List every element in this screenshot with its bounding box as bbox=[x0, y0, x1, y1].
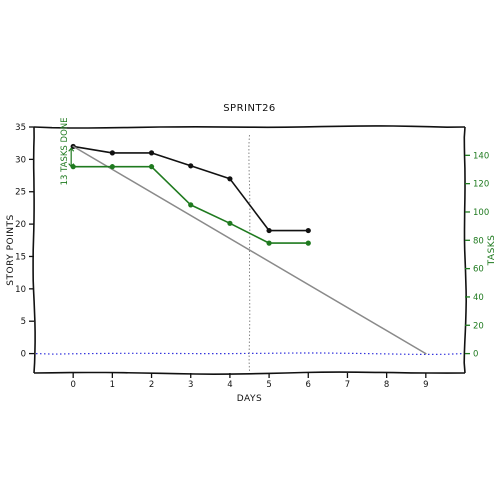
x-tick-label: 4 bbox=[227, 380, 232, 390]
y2-tick-label: 60 bbox=[473, 265, 484, 275]
data-point bbox=[227, 176, 233, 182]
y2-tick-label: 120 bbox=[473, 180, 489, 190]
x-tick-label: 7 bbox=[345, 380, 350, 390]
y-tick-label: 30 bbox=[15, 155, 26, 165]
plot-frame-top bbox=[33, 125, 466, 129]
y2-tick-label: 80 bbox=[473, 236, 484, 246]
data-point bbox=[188, 202, 194, 208]
data-point bbox=[227, 220, 233, 226]
y-axis-label: STORY POINTS bbox=[6, 214, 16, 285]
series-line bbox=[72, 145, 427, 355]
y-tick-label: 15 bbox=[15, 252, 26, 262]
annotation-arrow-top bbox=[68, 147, 75, 152]
series-line bbox=[72, 145, 310, 232]
x-tick-label: 0 bbox=[70, 380, 75, 390]
x-tick-label: 6 bbox=[306, 380, 311, 390]
y-tick-label: 20 bbox=[15, 220, 26, 230]
y2-tick-label: 40 bbox=[473, 293, 484, 303]
y2-tick-label: 100 bbox=[473, 208, 489, 218]
y-tick-label: 10 bbox=[15, 285, 26, 295]
annotation-arrow-bottom bbox=[68, 163, 75, 168]
data-point bbox=[266, 227, 272, 234]
x-tick-label: 5 bbox=[266, 380, 271, 390]
plot-frame-right bbox=[463, 126, 467, 374]
annotation-text: 13 TASKS DONE bbox=[60, 117, 70, 185]
y-tick-label: 25 bbox=[15, 188, 26, 198]
x-tick-label: 8 bbox=[384, 380, 389, 390]
x-tick-label: 3 bbox=[188, 380, 193, 390]
chart-title: SPRINT26 bbox=[223, 103, 276, 114]
x-tick-label: 1 bbox=[110, 380, 115, 390]
today-marker-line bbox=[248, 134, 251, 372]
data-point bbox=[109, 150, 115, 156]
y2-tick-label: 140 bbox=[473, 151, 489, 161]
x-axis-label: DAYS bbox=[237, 394, 262, 404]
y2-tick-label: 0 bbox=[473, 350, 478, 360]
x-tick-label: 9 bbox=[423, 380, 428, 390]
y-tick-label: 0 bbox=[21, 350, 26, 360]
data-point bbox=[148, 164, 155, 170]
data-point bbox=[266, 240, 272, 246]
plot-frame-left bbox=[32, 126, 36, 374]
data-point bbox=[188, 163, 194, 169]
y2-tick-label: 20 bbox=[473, 321, 484, 331]
y-tick-label: 35 bbox=[15, 123, 26, 133]
data-point bbox=[305, 240, 311, 246]
data-point bbox=[109, 164, 115, 170]
y-tick-label: 5 bbox=[21, 317, 26, 327]
x-tick-label: 2 bbox=[149, 380, 154, 390]
data-point bbox=[305, 227, 311, 234]
plot-frame-bottom bbox=[33, 371, 466, 375]
y2-axis-label: TASKS bbox=[487, 235, 497, 267]
data-point bbox=[148, 150, 155, 156]
